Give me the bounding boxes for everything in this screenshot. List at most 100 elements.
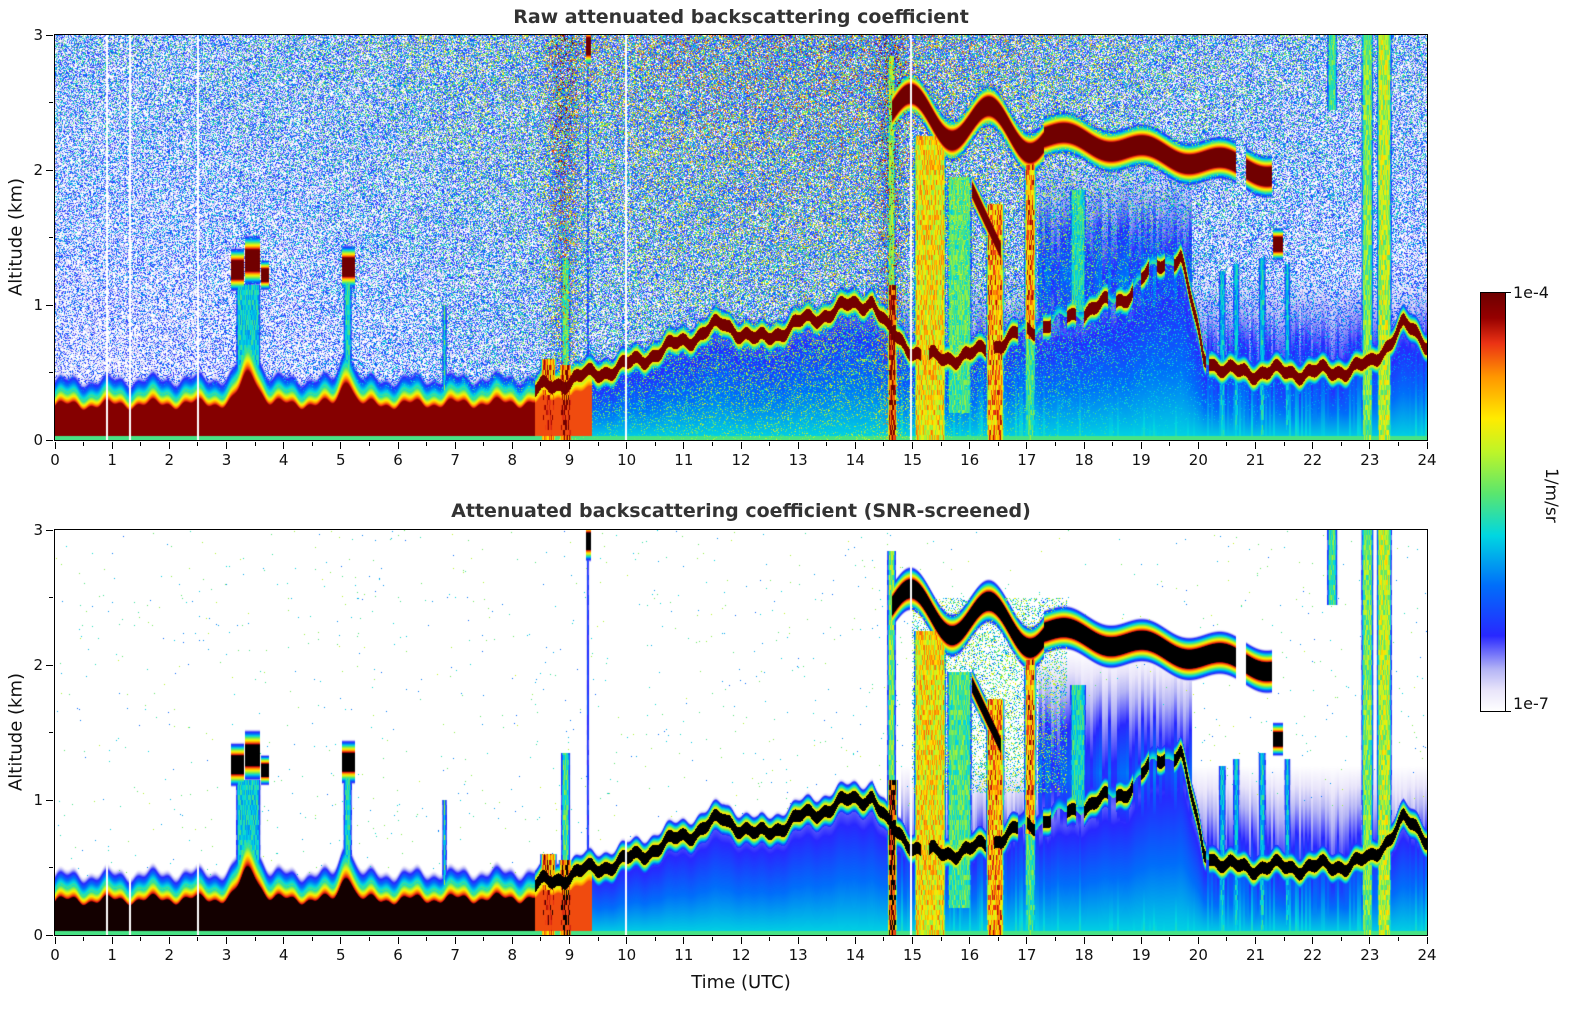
x-tick-label: 23	[1360, 451, 1380, 469]
panel-raw-title: Raw attenuated backscattering coefficien…	[513, 6, 969, 28]
colorbar-units-label: 1/m/sr	[1541, 468, 1561, 523]
x-tick-label: 18	[1074, 946, 1094, 964]
x-minor-tick	[1169, 937, 1171, 941]
x-tick-label: 20	[1188, 946, 1208, 964]
time-axis-label: Time (UTC)	[691, 972, 791, 993]
x-tick	[569, 442, 570, 449]
x-tick	[283, 937, 285, 944]
x-tick-label: 21	[1245, 451, 1266, 469]
x-minor-tick	[426, 937, 428, 941]
x-tick	[111, 442, 113, 449]
x-minor-tick	[311, 937, 313, 941]
x-tick	[454, 937, 456, 944]
x-minor-tick	[1340, 442, 1342, 446]
x-tick	[1197, 442, 1199, 449]
x-tick-label: 0	[50, 946, 60, 964]
x-tick	[626, 937, 628, 944]
x-tick	[854, 937, 856, 944]
x-tick	[797, 442, 799, 449]
x-tick-label: 6	[393, 946, 403, 964]
x-tick-label: 20	[1188, 451, 1208, 469]
x-tick-label: 19	[1131, 946, 1151, 964]
x-tick	[683, 937, 685, 944]
x-minor-tick	[1283, 937, 1285, 941]
x-tick-label: 8	[507, 946, 518, 964]
x-minor-tick	[1226, 937, 1228, 941]
x-tick-label: 6	[393, 451, 403, 469]
x-minor-tick	[197, 442, 199, 446]
y-tick-label: 1	[33, 791, 43, 809]
y-tick	[46, 169, 53, 171]
x-tick	[226, 442, 227, 449]
canvas-raw	[54, 34, 1427, 440]
x-minor-tick	[540, 442, 542, 446]
x-minor-tick	[140, 442, 142, 446]
x-minor-tick	[1283, 442, 1285, 446]
x-minor-tick	[254, 442, 256, 446]
x-tick-label: 13	[788, 946, 808, 964]
x-minor-tick	[1169, 442, 1171, 446]
colorbar-tick	[1506, 710, 1511, 712]
x-tick	[969, 442, 971, 449]
x-tick	[569, 937, 570, 944]
x-minor-tick	[483, 937, 485, 941]
x-tick	[1312, 442, 1314, 449]
x-tick	[1369, 442, 1371, 449]
x-minor-tick	[940, 937, 942, 941]
x-minor-tick	[1112, 442, 1114, 446]
x-tick	[340, 442, 342, 449]
y-minor-tick	[49, 237, 53, 238]
x-minor-tick	[654, 442, 656, 446]
x-tick-label: 21	[1245, 946, 1266, 964]
x-minor-tick	[426, 442, 428, 446]
x-minor-tick	[769, 442, 771, 446]
x-minor-tick	[254, 937, 256, 941]
y-tick-label: 0	[33, 431, 43, 449]
x-tick	[1369, 937, 1371, 944]
x-minor-tick	[597, 937, 599, 941]
x-minor-tick	[1340, 937, 1342, 941]
x-tick-label: 23	[1360, 946, 1380, 964]
x-tick-label: 10	[617, 946, 637, 964]
y-tick	[46, 664, 53, 666]
x-tick-label: 14	[845, 946, 865, 964]
y-tick-label: 1	[33, 296, 43, 314]
x-tick-label: 12	[731, 946, 751, 964]
canvas-screened	[54, 529, 1427, 935]
y-tick-label: 2	[33, 656, 43, 674]
x-tick	[111, 937, 113, 944]
x-tick-label: 2	[164, 451, 175, 469]
x-tick	[969, 937, 971, 944]
x-tick	[340, 937, 342, 944]
y-tick-label: 0	[33, 926, 43, 944]
y-minor-tick	[49, 597, 53, 598]
x-tick	[1255, 442, 1256, 449]
x-tick-label: 17	[1017, 946, 1037, 964]
x-minor-tick	[654, 937, 656, 941]
x-tick	[511, 937, 513, 944]
y-tick	[46, 439, 53, 441]
x-minor-tick	[540, 937, 542, 941]
panel-screened-ylabel: Altitude (km)	[5, 672, 27, 792]
x-tick-label: 16	[960, 946, 980, 964]
colorbar	[1480, 292, 1506, 712]
x-tick-label: 4	[278, 946, 289, 964]
x-tick-label: 22	[1303, 451, 1323, 469]
x-minor-tick	[883, 442, 885, 446]
x-tick	[912, 442, 913, 449]
x-minor-tick	[368, 937, 370, 941]
x-tick	[1197, 937, 1199, 944]
x-minor-tick	[483, 442, 485, 446]
x-tick-label: 5	[336, 451, 346, 469]
x-minor-tick	[83, 937, 85, 941]
x-tick-label: 19	[1131, 451, 1151, 469]
x-tick	[740, 442, 742, 449]
x-minor-tick	[1397, 937, 1399, 941]
x-tick	[854, 442, 856, 449]
x-tick	[1312, 937, 1314, 944]
x-tick-label: 17	[1017, 451, 1037, 469]
x-tick-label: 2	[164, 946, 175, 964]
x-tick	[511, 442, 513, 449]
y-tick	[46, 529, 53, 531]
